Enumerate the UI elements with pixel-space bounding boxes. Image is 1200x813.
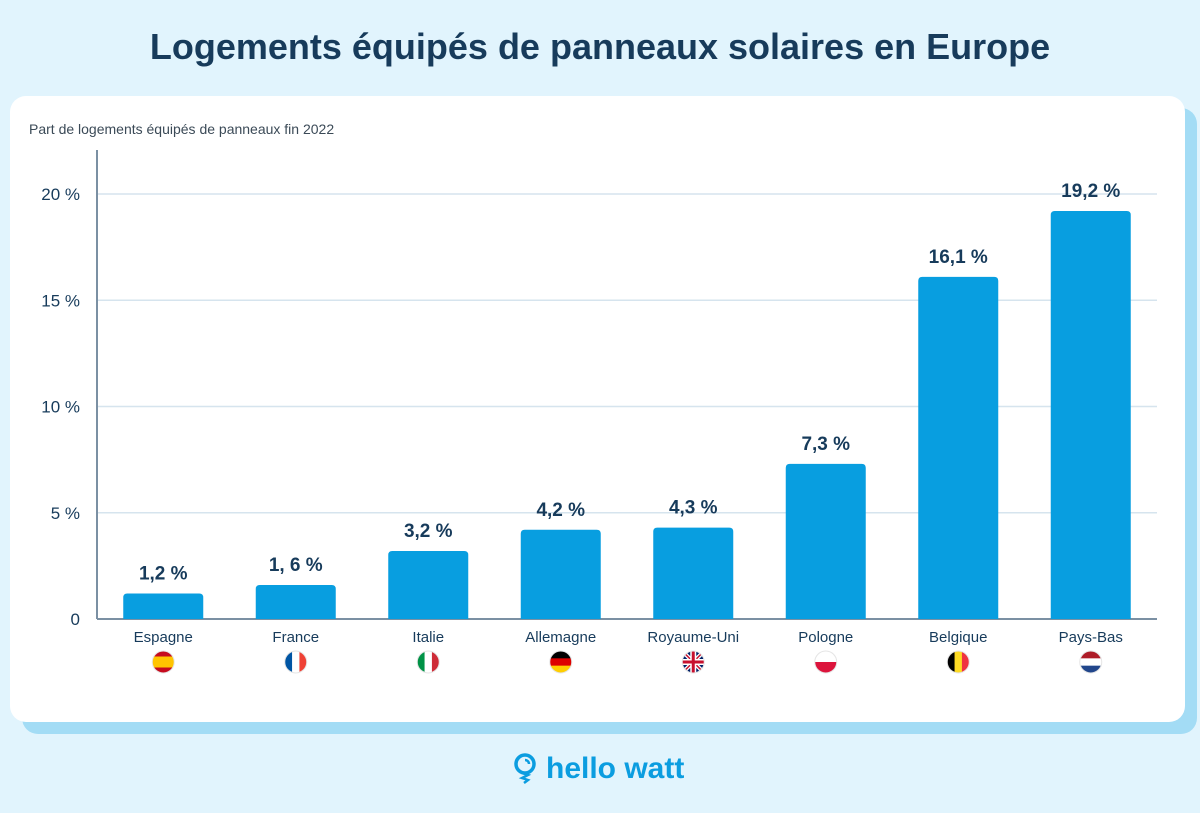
bar bbox=[1050, 211, 1131, 619]
france-flag-icon bbox=[284, 651, 307, 673]
y-tick-label: 20 % bbox=[41, 185, 80, 204]
flag-border bbox=[151, 650, 175, 674]
flag-part bbox=[1079, 658, 1102, 666]
flag-part bbox=[1079, 665, 1102, 673]
data-label: 4,2 % bbox=[536, 500, 585, 521]
italy-flag-icon bbox=[417, 651, 440, 673]
y-axis-label: Part de logements équipés de panneaux fi… bbox=[29, 121, 335, 137]
flag-part bbox=[814, 662, 837, 673]
data-label: 16,1 % bbox=[929, 247, 988, 268]
flag-part bbox=[954, 651, 963, 673]
belgium-flag-icon bbox=[947, 651, 970, 673]
poland-flag-icon bbox=[814, 651, 837, 673]
flag-border bbox=[416, 650, 440, 674]
flag-part bbox=[152, 656, 175, 663]
flag-border bbox=[814, 650, 838, 674]
bar bbox=[388, 551, 469, 619]
flag-part bbox=[549, 658, 572, 666]
flag-part bbox=[814, 651, 837, 663]
flag-border bbox=[946, 650, 970, 674]
flag-border bbox=[681, 650, 705, 674]
bar bbox=[123, 593, 204, 619]
bar bbox=[255, 585, 336, 619]
flag-part bbox=[1079, 651, 1102, 659]
flag-part bbox=[292, 651, 300, 673]
y-tick-label: 15 % bbox=[41, 291, 80, 310]
flag-part bbox=[961, 651, 970, 673]
flag-border bbox=[284, 650, 308, 674]
lightbulb-icon bbox=[514, 753, 536, 784]
netherlands-flag-icon bbox=[1079, 651, 1102, 673]
bar bbox=[785, 463, 866, 619]
flag-part bbox=[549, 651, 572, 659]
x-tick-label: Pays-Bas bbox=[1059, 629, 1123, 646]
flag-part bbox=[682, 651, 705, 673]
flag-part bbox=[152, 667, 175, 673]
data-label: 19,2 % bbox=[1061, 181, 1120, 202]
data-label: 7,3 % bbox=[801, 434, 850, 455]
x-tick-label: France bbox=[272, 629, 319, 646]
page-title: Logements équipés de panneaux solaires e… bbox=[149, 26, 1051, 67]
brand-logo: hello watt bbox=[512, 752, 684, 786]
data-label: 1,2 % bbox=[139, 564, 188, 585]
flag-part bbox=[152, 651, 175, 657]
x-tick-label: Pologne bbox=[798, 629, 853, 646]
bar bbox=[653, 527, 734, 619]
y-tick-label: 5 % bbox=[51, 504, 80, 523]
x-tick-label: Allemagne bbox=[525, 629, 596, 646]
flag-part bbox=[549, 665, 572, 673]
y-tick-label: 0 bbox=[71, 610, 80, 629]
flag-part bbox=[417, 651, 425, 673]
spain-flag-icon bbox=[152, 651, 175, 673]
data-label: 3,2 % bbox=[404, 521, 453, 542]
flag-part bbox=[284, 651, 293, 673]
data-label: 4,3 % bbox=[669, 498, 718, 519]
uk-flag-icon bbox=[682, 651, 705, 673]
flag-part bbox=[431, 651, 440, 673]
x-tick-label: Royaume-Uni bbox=[647, 629, 739, 646]
brand-name: hello watt bbox=[546, 752, 685, 785]
flag-part bbox=[424, 651, 433, 673]
bar bbox=[918, 276, 999, 619]
germany-flag-icon bbox=[549, 651, 572, 673]
flag-border bbox=[1079, 650, 1103, 674]
flag-part bbox=[947, 651, 955, 673]
data-label: 1, 6 % bbox=[269, 555, 323, 576]
flag-part bbox=[299, 651, 307, 673]
flag-part bbox=[152, 662, 175, 668]
x-tick-label: Italie bbox=[412, 629, 444, 646]
flag-border bbox=[549, 650, 573, 674]
bar bbox=[520, 529, 601, 619]
x-tick-label: Belgique bbox=[929, 629, 987, 646]
x-tick-label: Espagne bbox=[134, 629, 193, 646]
y-tick-label: 10 % bbox=[41, 398, 80, 417]
